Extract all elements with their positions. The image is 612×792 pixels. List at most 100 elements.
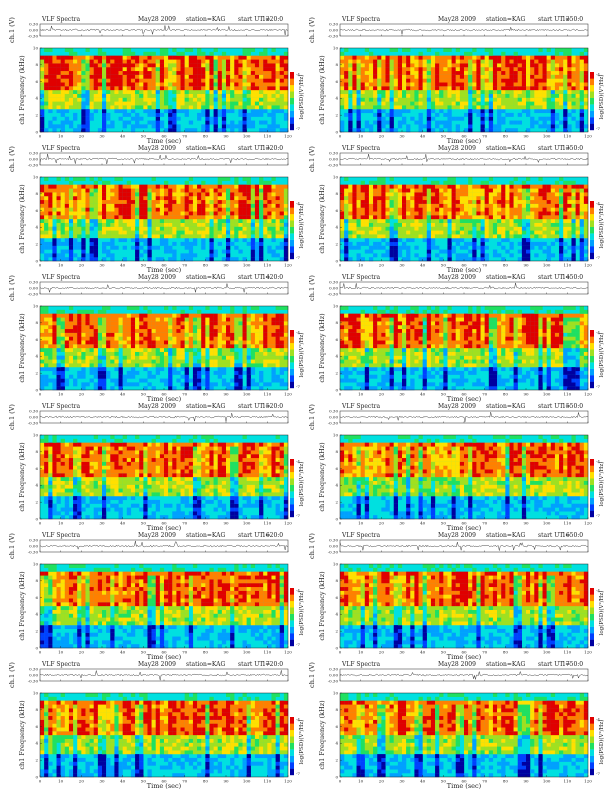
- heatmap-cell: [472, 184, 477, 189]
- heatmap-cell: [48, 196, 53, 201]
- heatmap-cell: [147, 359, 152, 364]
- heatmap-cell: [530, 86, 535, 91]
- heatmap-cell: [538, 74, 543, 79]
- heatmap-cell: [56, 378, 61, 383]
- heatmap-cell: [426, 241, 432, 246]
- heatmap-cell: [275, 86, 280, 91]
- heatmap-cell: [242, 82, 247, 87]
- heatmap-cell: [180, 215, 185, 220]
- heatmap-cell: [205, 63, 210, 68]
- heatmap-cell: [563, 78, 568, 83]
- heatmap-cell: [263, 67, 268, 72]
- heatmap-cell: [48, 355, 53, 360]
- x-tick-label: 30: [399, 263, 405, 268]
- heatmap-cell: [197, 234, 202, 239]
- heatmap-cell: [40, 306, 45, 310]
- heatmap-cell: [221, 82, 227, 87]
- heatmap-cell: [352, 109, 357, 114]
- heatmap-cell: [571, 97, 576, 102]
- heatmap-cell: [226, 124, 231, 129]
- trace-line: [339, 26, 589, 35]
- heatmap-cell: [56, 313, 61, 318]
- heatmap-cell: [360, 211, 365, 216]
- heatmap-cell: [526, 199, 531, 204]
- heatmap-cell: [389, 226, 394, 231]
- heatmap-cell: [422, 101, 427, 106]
- heatmap-cell: [168, 245, 173, 250]
- heatmap-cell: [373, 59, 378, 64]
- heatmap-cell: [197, 112, 202, 117]
- heatmap-cell: [443, 101, 448, 106]
- heatmap-cell: [513, 82, 518, 87]
- heatmap-cell: [230, 120, 235, 125]
- heatmap-cell: [410, 67, 415, 72]
- heatmap-cell: [439, 74, 444, 79]
- heatmap-cell: [126, 78, 132, 83]
- heatmap-cell: [97, 48, 103, 52]
- heatmap-cell: [110, 55, 115, 60]
- heatmap-cell: [114, 55, 119, 60]
- heatmap-cell: [110, 328, 115, 333]
- heatmap-cell: [488, 230, 494, 235]
- heatmap-cell: [389, 199, 394, 204]
- heatmap-cell: [513, 192, 518, 197]
- heatmap-cell: [159, 199, 165, 204]
- heatmap-cell: [344, 90, 349, 94]
- heatmap-cell: [459, 222, 465, 227]
- heatmap-cell: [422, 192, 427, 197]
- heatmap-cell: [60, 386, 65, 391]
- heatmap-cell: [550, 203, 556, 208]
- heatmap-cell: [509, 230, 514, 235]
- heatmap-cell: [73, 203, 78, 208]
- heatmap-cell: [110, 74, 115, 79]
- heatmap-cell: [89, 344, 94, 349]
- heatmap-cell: [521, 203, 527, 208]
- heatmap-cell: [73, 128, 78, 133]
- heatmap-cell: [201, 63, 206, 68]
- heatmap-cell: [534, 78, 539, 83]
- heatmap-cell: [159, 184, 165, 189]
- heatmap-cell: [254, 184, 260, 189]
- heatmap-cell: [455, 116, 461, 121]
- heatmap-cell: [52, 351, 57, 356]
- heatmap-cell: [172, 63, 177, 68]
- heatmap-cell: [567, 78, 572, 83]
- colorbar-swatch: [290, 246, 294, 253]
- heatmap-cell: [263, 101, 268, 106]
- heatmap-cell: [430, 109, 436, 114]
- heatmap-cell: [56, 124, 61, 129]
- heatmap-cell: [122, 74, 127, 79]
- heatmap-cell: [147, 70, 152, 75]
- heatmap-cell: [234, 101, 239, 106]
- panel-1250-0: VLF Spectra May28 2009 station=KAG start UT…: [308, 16, 605, 145]
- heatmap-cell: [159, 97, 165, 102]
- heatmap-cell: [192, 55, 198, 60]
- heatmap-cell: [114, 321, 119, 326]
- heatmap-cell: [201, 180, 206, 185]
- heatmap-cell: [356, 63, 361, 68]
- heatmap-cell: [102, 124, 107, 129]
- heatmap-cell: [497, 105, 502, 110]
- heatmap-cell: [517, 112, 523, 117]
- heatmap-cell: [114, 245, 119, 250]
- heatmap-cell: [97, 55, 103, 60]
- x-tick-label: 120: [584, 134, 592, 139]
- heatmap-cell: [283, 207, 289, 212]
- heatmap-cell: [60, 207, 65, 212]
- heatmap-cell: [263, 192, 268, 197]
- heatmap-cell: [110, 355, 115, 360]
- heatmap-cell: [340, 184, 345, 189]
- heatmap-cell: [85, 93, 90, 98]
- heatmap-cell: [242, 109, 247, 114]
- heatmap-cell: [385, 196, 390, 201]
- heatmap-cell: [97, 370, 103, 375]
- heatmap-cell: [430, 55, 436, 60]
- heatmap-cell: [209, 74, 214, 79]
- heatmap-cell: [217, 203, 223, 208]
- heatmap-cell: [164, 203, 169, 208]
- heatmap-cell: [352, 67, 357, 72]
- heatmap-cell: [221, 222, 227, 227]
- heatmap-cell: [259, 184, 264, 189]
- header-date: May28 2009: [438, 145, 476, 152]
- heatmap-cell: [484, 63, 489, 68]
